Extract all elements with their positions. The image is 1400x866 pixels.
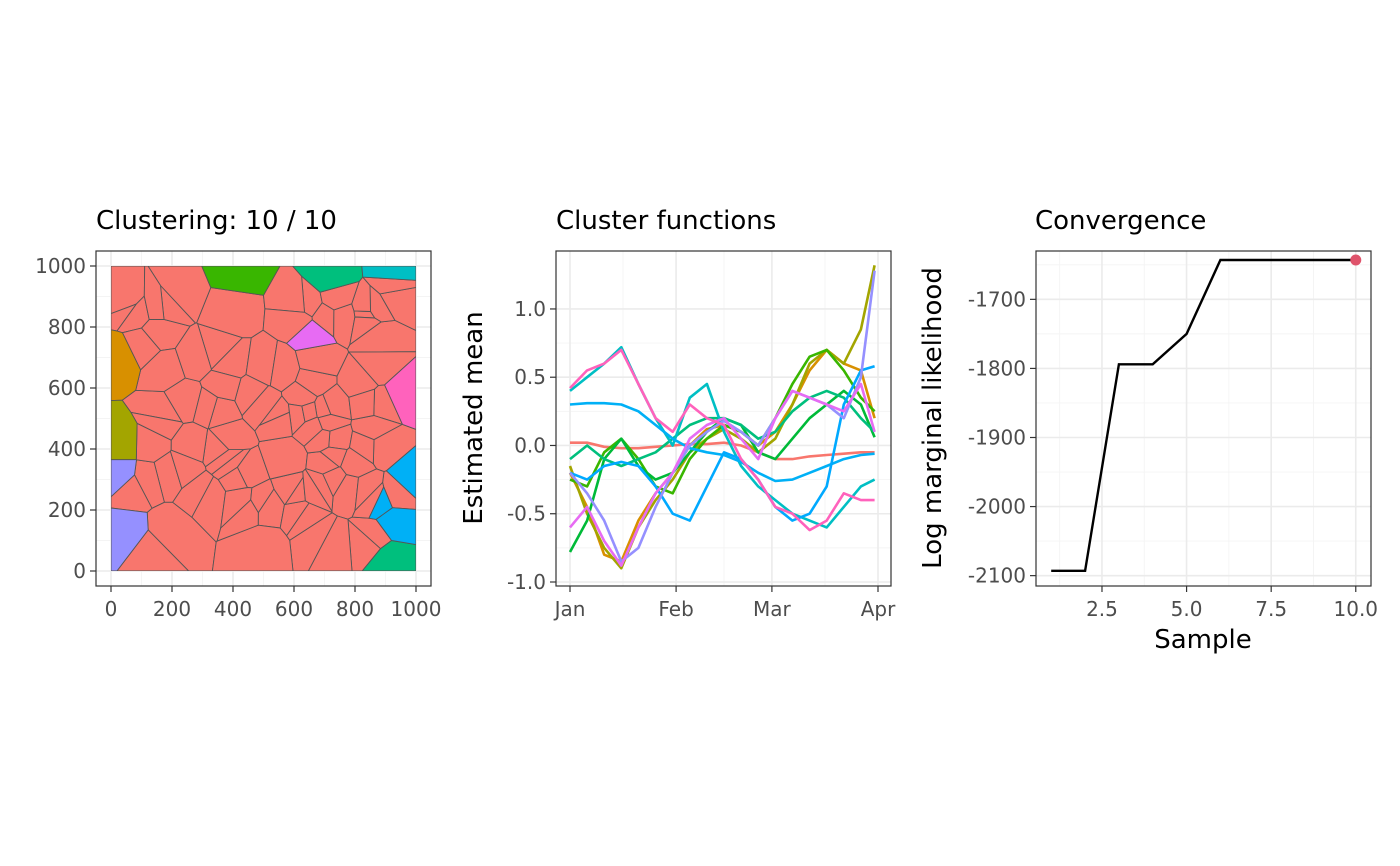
cluster-functions-ylabel: Estimated mean [459,311,489,524]
voronoi-cell [349,430,375,465]
voronoi-cell [286,502,333,541]
y-tick-label: -1700 [968,287,1026,311]
voronoi-cell [111,459,137,498]
voronoi-cell [307,515,353,571]
y-tick-label: 600 [48,376,86,400]
cluster-function-line [569,348,875,532]
convergence-grid [1036,251,1371,586]
x-tick-label: 10.0 [1334,597,1379,621]
voronoi-cell [285,319,338,352]
convergence-plot-frame [1035,250,1372,587]
y-tick-label: -1900 [968,425,1026,449]
y-tick-label: 200 [48,498,86,522]
cluster-functions-panel: Cluster functions Jan Feb Mar Apr -1.0 -0.5 0.… [459,206,896,621]
voronoi-cell [348,388,375,421]
cluster-functions-title: Cluster functions [556,206,776,236]
convergence-line [1051,258,1356,572]
y-tick-label: -1800 [968,356,1026,380]
cluster-function-line [569,382,876,567]
convergence-title: Convergence [1035,206,1206,236]
y-tick-label: 1000 [35,254,86,278]
voronoi-cell [262,308,313,344]
voronoi-cell [111,507,149,571]
voronoi-cell [201,266,281,296]
x-tick-label: 400 [214,597,252,621]
y-tick-label: -1.0 [507,570,546,594]
voronoi-cell [174,322,212,382]
x-tick-label: Mar [753,597,792,621]
voronoi-cell [301,401,318,423]
x-tick-label: Feb [658,597,693,621]
y-tick-label: 0.5 [514,365,546,389]
x-tick-label: 0 [105,597,118,621]
x-tick-label: Jan [553,597,586,621]
clustering-axes: 0 200 400 600 800 1000 0 200 400 600 800 1000 [35,254,441,621]
current-sample-point [1350,254,1362,266]
x-tick-label: 200 [153,597,191,621]
convergence-ylabel: Log marginal likelihood [918,267,948,569]
voronoi-cell [302,468,333,514]
y-tick-label: 400 [48,437,86,461]
voronoi-cell [384,355,416,430]
y-tick-label: 800 [48,315,86,339]
voronoi-cell [385,444,416,500]
voronoi-cell [143,266,165,320]
clustering-plot-frame [95,250,432,587]
clustering-title: Clustering: 10 / 10 [96,206,337,236]
cluster-function-line [569,365,875,522]
y-tick-label: -2100 [968,564,1026,588]
convergence-xlabel: Sample [1154,625,1252,655]
convergence-panel: Convergence 2.5 5.0 7.5 10.0 -2100 -2000 -1900… [918,206,1378,655]
x-tick-label: 600 [275,597,313,621]
voronoi-cell [216,499,259,542]
y-tick-label: 0.0 [514,433,546,457]
convergence-line-layer [1051,254,1362,572]
voronoi-cell [111,474,153,513]
voronoi-cell [192,386,218,430]
voronoi-cell [254,411,293,443]
voronoi-cell [361,266,416,281]
y-tick-label: -2000 [968,495,1026,519]
x-tick-label: 7.5 [1255,597,1287,621]
cluster-function-lines [568,265,876,570]
voronoi-layer [111,266,416,571]
voronoi-cell [111,399,138,461]
cluster-functions-grid [556,251,891,586]
cluster-function-line [569,345,876,529]
voronoi-cell [319,446,348,468]
cluster-functions-plot-frame [555,250,892,587]
voronoi-cell [361,276,416,295]
y-tick-label: -0.5 [507,502,546,526]
x-tick-label: 5.0 [1171,597,1203,621]
cluster-functions-axes: Jan Feb Mar Apr -1.0 -0.5 0.0 0.5 1.0 [507,297,896,621]
cluster-function-line [570,441,875,461]
y-tick-label: 1.0 [514,297,546,321]
x-tick-label: Apr [861,597,896,621]
voronoi-cell [169,449,207,490]
voronoi-cell [368,485,393,520]
x-tick-label: 800 [336,597,374,621]
voronoi-cell [354,468,385,512]
convergence-axes: 2.5 5.0 7.5 10.0 -2100 -2000 -1900 -1800 -1700 [968,287,1378,621]
voronoi-cells [111,266,416,571]
x-tick-label: 1000 [391,597,442,621]
voronoi-cell [349,316,382,346]
y-tick-label: 0 [73,559,86,583]
x-tick-label: 2.5 [1086,597,1118,621]
voronoi-cell [217,466,249,492]
clustering-panel: Clustering: 10 / 10 0 200 400 600 800 1000 0 20… [35,206,441,621]
